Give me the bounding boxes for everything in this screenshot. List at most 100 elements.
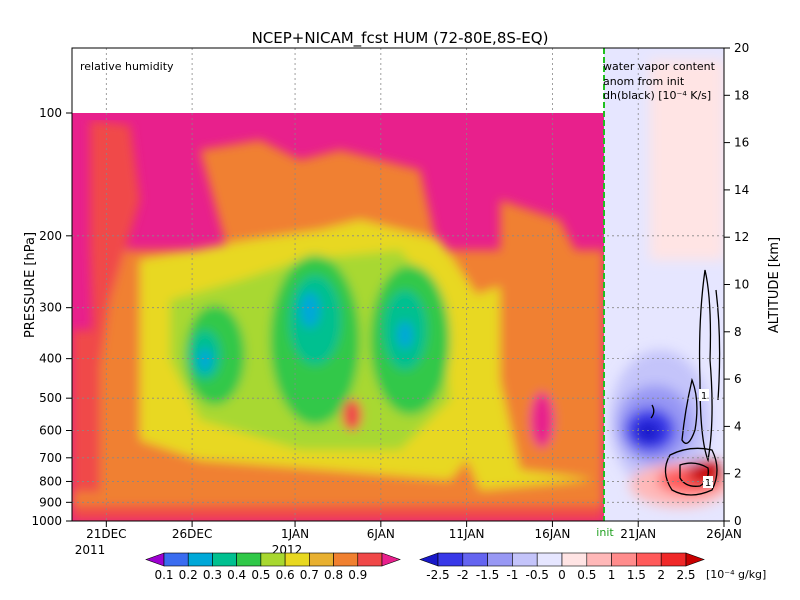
- colorbar-end-left: [419, 552, 439, 567]
- y-axis-left-title: PRESSURE [hPa]: [23, 232, 38, 338]
- colorbar-level-label: 0.8: [324, 568, 343, 582]
- y-left-tick-label: 700: [39, 451, 62, 465]
- colorbar-level-label: 2: [657, 568, 665, 582]
- y-left-tick-label: 800: [39, 474, 62, 488]
- y-axis-right-title: ALTITUDE [km]: [767, 237, 782, 333]
- grid-lines: [72, 48, 724, 521]
- colorbar-level-label: 0.7: [300, 568, 319, 582]
- y-left-tick-label: 900: [39, 495, 62, 509]
- colorbar-level-label: -2.5: [426, 568, 449, 582]
- colorbar-level-label: 2.5: [676, 568, 695, 582]
- colorbar-end-left: [145, 552, 165, 567]
- x-axis: 21DEC 26DEC 1JAN 6JAN 11JAN 16JAN 21JAN 26JAN: [86, 521, 742, 541]
- x-tick-label: 6JAN: [367, 527, 395, 541]
- contour-label-box-upper: [699, 389, 709, 401]
- y-left-tick-label: 100: [39, 106, 62, 120]
- colorbar-level-label: -1: [506, 568, 518, 582]
- anomaly-field: 1 1: [604, 48, 724, 521]
- humidity-surface-orange: [72, 492, 604, 506]
- init-label: init: [596, 526, 614, 539]
- colorbar-swatch: [586, 552, 612, 567]
- y-axis-right: 0 2 4 6 8 10 12 14 16 18 20: [724, 41, 749, 528]
- anomaly-upper-pink: [650, 60, 724, 260]
- colorbar-end-right: [685, 552, 705, 567]
- colorbar-swatch: [163, 552, 189, 567]
- humidity-surface-red: [72, 506, 604, 521]
- colorbar-level-label: 0.9: [348, 568, 367, 582]
- humidity-blob-cyan-c: [397, 321, 413, 349]
- y-left-tick-label: 600: [39, 423, 62, 437]
- x-tick-label: 11JAN: [449, 527, 485, 541]
- x-tick-label: 16JAN: [535, 527, 571, 541]
- colorbar-swatch: [212, 552, 237, 567]
- humidity-blob-cyan-a: [198, 348, 212, 372]
- humidity-blob-red-spot: [342, 399, 362, 431]
- colorbar-swatch: [487, 552, 513, 567]
- y-right-tick-label: 8: [734, 325, 742, 339]
- y-right-tick-label: 18: [734, 88, 749, 102]
- x-tick-label: 1JAN: [281, 527, 309, 541]
- anomaly-blue-core: [636, 422, 660, 442]
- colorbar-swatch: [660, 552, 687, 567]
- humidity-colorbar: 0.1 0.2 0.3 0.4 0.5 0.6 0.7 0.8 0.9: [145, 552, 401, 582]
- year-label-2011: 2011: [75, 543, 106, 557]
- y-left-tick-label: 500: [39, 391, 62, 405]
- colorbar-level-label: -1.5: [476, 568, 499, 582]
- colorbar-level-label: 0.2: [179, 568, 198, 582]
- right-panel-labels: water vapor content anom from init dh(bl…: [603, 60, 716, 102]
- colorbar-swatch: [437, 552, 464, 567]
- colorbar-swatch: [536, 552, 563, 567]
- colorbar-level-label: 1.5: [627, 568, 646, 582]
- y-left-tick-label: 1000: [31, 514, 62, 528]
- colorbar-level-label: 0.6: [276, 568, 295, 582]
- contour-label-upper: 1: [701, 391, 707, 402]
- right-panel-label-3: dh(black) [10⁻⁴ K/s]: [603, 89, 711, 102]
- colorbar-swatch: [260, 552, 286, 567]
- colorbar-swatch: [236, 552, 262, 567]
- colorbar-level-label: 0.5: [251, 568, 270, 582]
- colorbar-level-label: 0.1: [154, 568, 173, 582]
- x-tick-label: 26JAN: [706, 527, 742, 541]
- y-axis-left: 100 200 300 400 500 600 700 800 900 1000: [31, 106, 72, 528]
- y-right-tick-label: 14: [734, 183, 749, 197]
- anomaly-colorbar-unit: [10⁻⁴ g/kg]: [706, 568, 766, 581]
- x-tick-label: 21DEC: [86, 527, 126, 541]
- colorbar-level-label: 1: [608, 568, 616, 582]
- x-tick-label: 26DEC: [172, 527, 212, 541]
- colorbar-swatch: [357, 552, 383, 567]
- heating-contour-6: [650, 404, 655, 419]
- colorbar-swatch: [187, 552, 213, 567]
- left-panel-label: relative humidity: [80, 60, 174, 73]
- right-panel-label-2: anom from init: [603, 75, 685, 88]
- colorbar-swatch: [284, 552, 310, 567]
- anomaly-red-core: [687, 460, 723, 484]
- anomaly-colorbar: -2.5 -2 -1.5 -1 -0.5 0 0.5 1 1.5 2 2.5: [419, 552, 705, 582]
- colorbar-level-label: -0.5: [525, 568, 548, 582]
- chart-title: NCEP+NICAM_fcst HUM (72-80E,8S-EQ): [252, 29, 549, 48]
- colorbar-swatch: [611, 552, 637, 567]
- colorbar-level-label: 0.3: [203, 568, 222, 582]
- colorbar-level-label: -2: [457, 568, 469, 582]
- right-panel-label-1: water vapor content: [603, 60, 716, 73]
- colorbar-swatch: [309, 552, 334, 567]
- colorbar-swatch: [561, 552, 588, 567]
- humidity-blob-late-magenta: [530, 392, 554, 448]
- y-right-tick-label: 0: [734, 514, 742, 528]
- colorbar-swatch: [462, 552, 488, 567]
- y-right-tick-label: 12: [734, 230, 749, 244]
- colorbar-level-label: 0.4: [227, 568, 246, 582]
- colorbar-level-label: 0: [558, 568, 566, 582]
- heating-contour-1: [698, 269, 713, 463]
- humidity-blob-late-orange: [500, 200, 600, 480]
- colorbar-swatch: [636, 552, 662, 567]
- humidity-blob-cyan-b: [300, 292, 320, 328]
- y-right-tick-label: 10: [734, 278, 749, 292]
- y-right-tick-label: 16: [734, 136, 749, 150]
- heating-contour-3: [664, 447, 718, 496]
- contour-label-box-lower: [703, 476, 713, 488]
- y-right-tick-label: 4: [734, 419, 742, 433]
- y-left-tick-label: 400: [39, 352, 62, 366]
- y-right-tick-label: 6: [734, 372, 742, 386]
- heating-contour-5: [715, 289, 721, 401]
